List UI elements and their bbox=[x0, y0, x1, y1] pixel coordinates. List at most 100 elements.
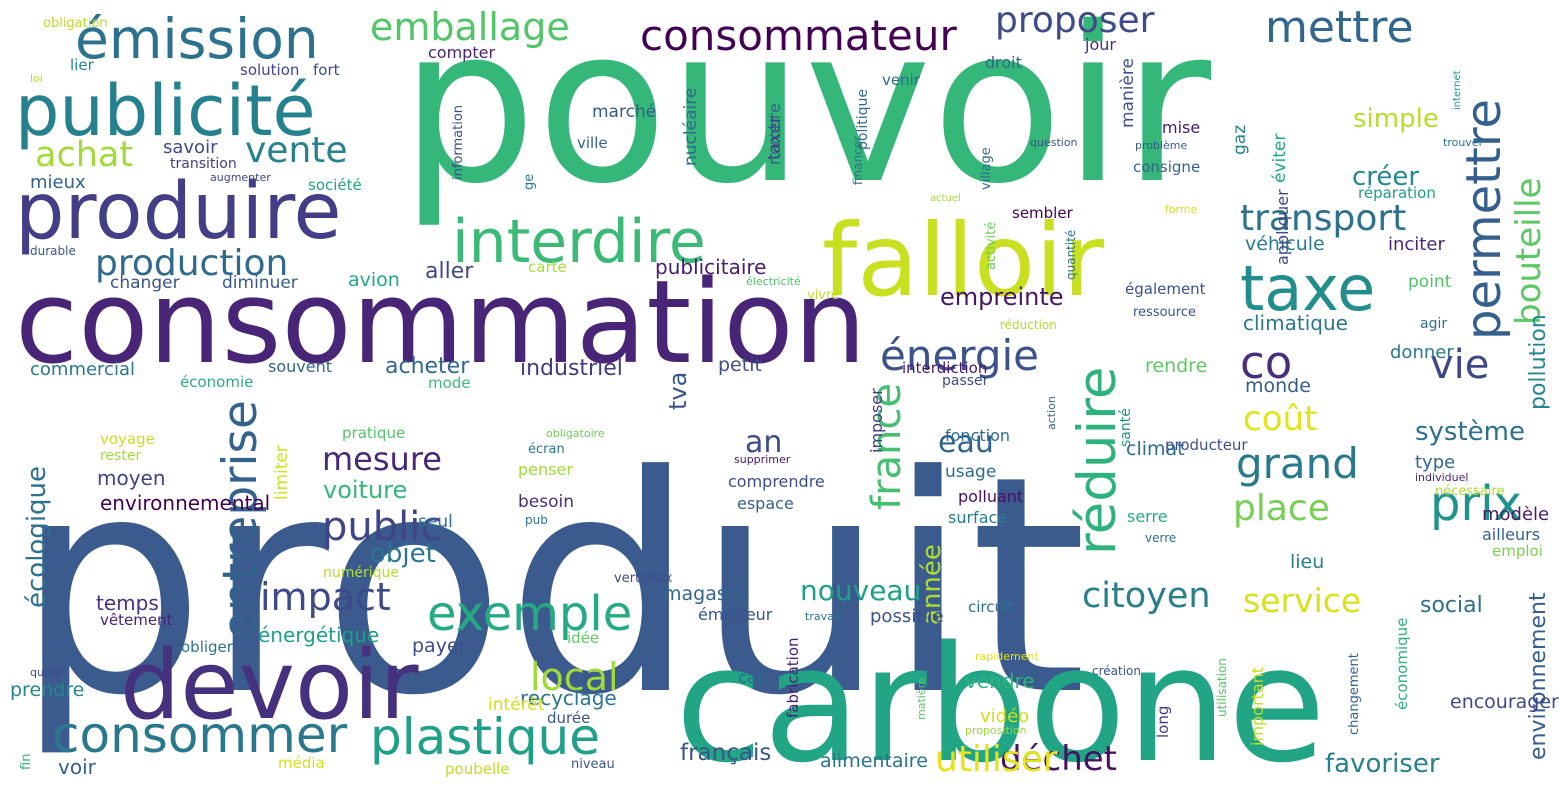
word-123: lier bbox=[70, 56, 95, 74]
word-4: falloir bbox=[822, 202, 1105, 319]
word-187: rapidement bbox=[975, 650, 1040, 663]
word-33: impact bbox=[260, 575, 391, 619]
word-47: créer bbox=[1352, 162, 1419, 192]
word-172: numérique bbox=[323, 565, 399, 581]
word-80: besoin bbox=[518, 492, 574, 512]
word-184: fabrication bbox=[784, 637, 802, 718]
word-139: forme bbox=[1165, 203, 1198, 216]
word-5: devoir bbox=[120, 631, 419, 741]
word-37: france bbox=[864, 383, 910, 510]
word-64: tva bbox=[664, 372, 692, 410]
word-185: matière bbox=[915, 677, 928, 720]
word-67: alimentaire bbox=[820, 750, 928, 772]
word-76: prendre bbox=[10, 679, 84, 701]
word-3: consommation bbox=[15, 256, 867, 390]
word-189: long bbox=[1154, 706, 1172, 738]
word-40: utiliser bbox=[935, 739, 1058, 780]
word-53: pollution bbox=[1526, 314, 1551, 410]
word-188: création bbox=[1092, 664, 1141, 678]
word-160: nécessaire bbox=[1435, 484, 1505, 499]
word-113: sembler bbox=[1012, 204, 1074, 222]
word-11: réduire bbox=[1067, 367, 1128, 555]
word-143: internet bbox=[1452, 70, 1463, 110]
word-154: imposer bbox=[867, 388, 886, 453]
word-130: politique bbox=[855, 89, 871, 150]
word-66: recyclage bbox=[520, 686, 617, 710]
word-93: petit bbox=[718, 354, 762, 376]
word-60: acheter bbox=[385, 354, 470, 379]
word-178: obliger bbox=[181, 638, 234, 656]
word-78: limiter bbox=[272, 445, 292, 500]
word-151: obligatoire bbox=[546, 427, 605, 440]
word-108: gaz bbox=[1230, 125, 1250, 155]
word-8: émission bbox=[75, 7, 319, 71]
word-164: polluant bbox=[958, 487, 1023, 506]
word-193: économique bbox=[1393, 618, 1411, 710]
word-24: production bbox=[95, 243, 288, 284]
word-100: économie bbox=[180, 373, 253, 391]
word-72: voir bbox=[58, 755, 97, 779]
word-173: vertueux bbox=[614, 571, 673, 586]
word-42: système bbox=[1415, 417, 1525, 447]
word-144: obligation bbox=[43, 16, 108, 31]
word-58: environnement bbox=[1526, 592, 1551, 760]
word-141: problème bbox=[1135, 139, 1188, 152]
word-88: climat bbox=[1126, 438, 1185, 460]
word-194: encourager bbox=[1450, 691, 1559, 713]
word-90: véhicule bbox=[1245, 233, 1325, 255]
word-95: changer bbox=[110, 273, 180, 293]
word-1: pouvoir bbox=[400, 0, 1212, 231]
word-19: emballage bbox=[370, 5, 570, 49]
word-152: écran bbox=[528, 442, 565, 457]
word-26: vente bbox=[245, 130, 348, 171]
word-84: lieu bbox=[1290, 551, 1324, 573]
word-111: réparation bbox=[1358, 184, 1436, 202]
word-70: vendre bbox=[965, 669, 1035, 693]
word-68: magasin bbox=[663, 583, 744, 605]
word-176: travail bbox=[805, 610, 840, 623]
word-7: publicité bbox=[15, 70, 316, 152]
word-29: grand bbox=[1236, 439, 1359, 488]
word-115: ressource bbox=[1133, 305, 1196, 320]
word-2: carbone bbox=[675, 611, 1326, 790]
word-17: mettre bbox=[1265, 2, 1414, 53]
word-82: usage bbox=[945, 462, 996, 482]
word-52: français bbox=[680, 740, 771, 766]
word-112: consigne bbox=[1133, 158, 1200, 176]
word-125: société bbox=[308, 176, 362, 194]
word-183: durée bbox=[547, 709, 590, 727]
word-83: modèle bbox=[1482, 504, 1549, 525]
word-59: industriel bbox=[520, 356, 623, 381]
word-6: produire bbox=[15, 167, 342, 257]
word-124: transition bbox=[170, 156, 237, 172]
word-81: penser bbox=[518, 460, 573, 479]
word-190: utilisation bbox=[1215, 658, 1229, 717]
word-55: année bbox=[917, 544, 947, 625]
word-79: seul bbox=[418, 512, 453, 532]
word-145: loi bbox=[30, 72, 43, 85]
word-101: mode bbox=[428, 374, 471, 392]
word-192: changement bbox=[1347, 653, 1362, 735]
word-166: surface bbox=[948, 508, 1007, 527]
word-149: rester bbox=[100, 448, 141, 464]
word-136: réduction bbox=[1000, 318, 1057, 332]
word-140: question bbox=[1030, 136, 1078, 149]
word-162: supprimer bbox=[734, 453, 791, 466]
word-105: nombre bbox=[765, 103, 784, 165]
word-142: trouver bbox=[1443, 136, 1484, 149]
word-117: jour bbox=[1084, 35, 1116, 54]
word-196: média bbox=[278, 754, 325, 772]
word-182: cas bbox=[738, 668, 765, 687]
word-15: exemple bbox=[427, 586, 632, 642]
word-89: type bbox=[1415, 452, 1455, 473]
word-32: vie bbox=[1430, 342, 1489, 388]
word-63: publicitaire bbox=[655, 255, 766, 279]
word-180: quota bbox=[30, 666, 62, 679]
word-114: également bbox=[1125, 280, 1206, 298]
word-73: environnemental bbox=[100, 491, 270, 515]
word-129: information bbox=[451, 105, 466, 180]
word-104: taxer bbox=[765, 116, 785, 160]
word-163: comprendre bbox=[728, 472, 825, 491]
word-174: vêtement bbox=[100, 611, 173, 629]
